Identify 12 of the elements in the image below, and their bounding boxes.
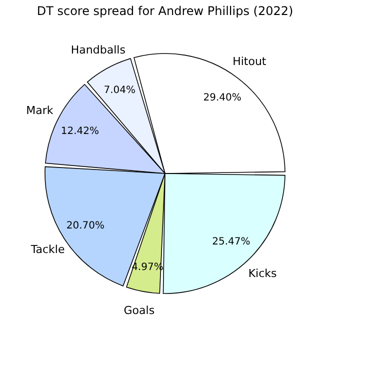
data-label: 25.47%	[212, 236, 250, 248]
slice-label: Tackle	[30, 243, 65, 256]
slice-label: Goals	[124, 304, 155, 318]
slice-label: Handballs	[70, 43, 126, 56]
chart-title: DT score spread for Andrew Phillips (2022)	[36, 4, 294, 18]
data-label: 7.04%	[104, 85, 136, 96]
slice-label: Hitout	[232, 54, 267, 68]
data-label: 12.42%	[60, 126, 100, 138]
data-label: 20.70%	[66, 220, 105, 232]
data-label: 29.40%	[203, 92, 242, 104]
slice-label: Mark	[26, 104, 54, 118]
slice-label: Kicks	[248, 266, 277, 280]
